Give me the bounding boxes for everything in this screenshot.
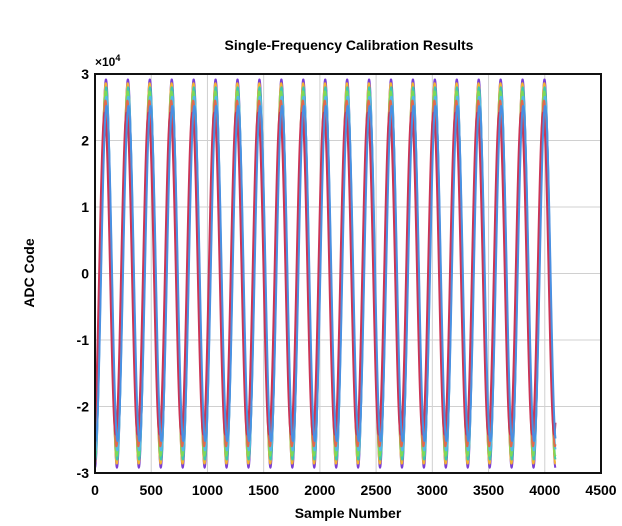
x-tick-label: 1500 bbox=[248, 482, 279, 498]
y-multiplier-base: ×10 bbox=[95, 55, 116, 69]
y-tick-label: -3 bbox=[77, 465, 90, 481]
x-tick-label: 0 bbox=[91, 482, 99, 498]
series-line-trace-1 bbox=[94, 78, 557, 469]
y-multiplier-exponent: 4 bbox=[115, 53, 120, 63]
y-tick-label: 1 bbox=[81, 199, 89, 215]
x-tick-label: 3000 bbox=[417, 482, 448, 498]
x-tick-label: 2000 bbox=[304, 482, 335, 498]
series-group bbox=[94, 78, 557, 469]
series-line-trace-2 bbox=[94, 82, 557, 465]
x-tick-label: 3500 bbox=[473, 482, 504, 498]
y-axis: 3 2 1 0 -1 -2 -3 bbox=[77, 66, 90, 481]
chart-title: Single-Frequency Calibration Results bbox=[225, 37, 474, 53]
x-tick-label: 4500 bbox=[585, 482, 616, 498]
series-line-trace-5 bbox=[94, 95, 557, 452]
y-multiplier: ×104 bbox=[95, 53, 120, 69]
svg-text:×104: ×104 bbox=[95, 53, 120, 69]
y-axis-label: ADC Code bbox=[21, 238, 37, 307]
x-tick-label: 1000 bbox=[192, 482, 223, 498]
x-tick-label: 4000 bbox=[529, 482, 560, 498]
x-axis: 0 500 1000 1500 2000 2500 3000 3500 4000 4500 bbox=[91, 482, 617, 498]
y-tick-label: -1 bbox=[77, 332, 90, 348]
y-tick-label: 0 bbox=[81, 266, 89, 282]
y-tick-label: 3 bbox=[81, 66, 89, 82]
series-line-trace-3 bbox=[94, 86, 557, 461]
y-tick-label: 2 bbox=[81, 133, 89, 149]
x-tick-label: 500 bbox=[140, 482, 164, 498]
series-line-trace-4 bbox=[94, 90, 557, 457]
x-axis-label: Sample Number bbox=[295, 505, 402, 521]
y-tick-label: -2 bbox=[77, 399, 90, 415]
series-line-trace-6 bbox=[94, 99, 557, 448]
x-tick-label: 2500 bbox=[361, 482, 392, 498]
series-line-trace-7 bbox=[94, 111, 557, 436]
series-line-trace-8 bbox=[94, 104, 557, 443]
plot-frame bbox=[94, 73, 602, 474]
